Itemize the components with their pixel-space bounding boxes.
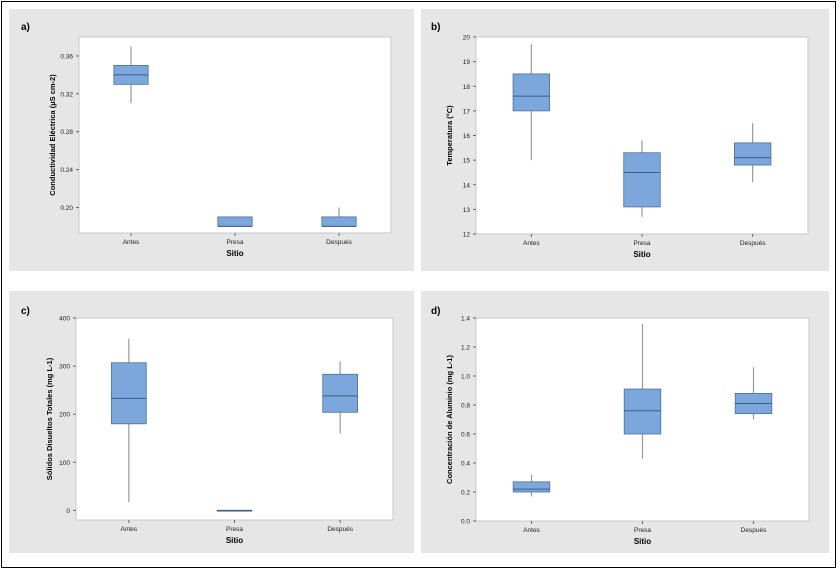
y-tick-label-b-2: 14 [463, 182, 471, 189]
x-tick-label-b-2: Después [740, 240, 766, 247]
box-c-2 [322, 361, 359, 434]
y-tick-label-b-8: 20 [463, 35, 471, 42]
chart-a: 0.20 0.24 0.28 0.32 0.36 Antes Presa Después Sit… [48, 36, 392, 258]
y-tick-label-c-4: 400 [59, 316, 70, 323]
y-tick-label-a-2: 0.28 [60, 129, 73, 136]
chart-c: 0 100 200 300 400 Antes Presa Después Sitio Sólid… [45, 316, 394, 545]
y-tick-label-b-1: 13 [463, 207, 471, 214]
x-tick-label-c-0: Antes [121, 526, 138, 533]
box-body-a-2 [321, 216, 357, 227]
y-tick-label-b-4: 16 [463, 133, 471, 140]
box-body-c-0 [110, 362, 147, 425]
x-tick-label-a-0: Antes [123, 239, 140, 246]
box-d-2 [734, 367, 773, 420]
panel-c: 0 100 200 300 400 Antes Presa Después Sitio Sólid… [9, 291, 414, 553]
box-d-1 [623, 323, 662, 459]
y-tick-label-d-6: 1.2 [461, 345, 470, 352]
box-body-b-0 [512, 73, 550, 112]
x-tick-label-a-2: Después [326, 239, 352, 246]
y-axis-title-c: Sólidos Disueltos Totales (mg L-1) [45, 357, 54, 480]
y-tick-label-b-7: 19 [463, 59, 471, 66]
x-tick-label-c-1: Presa [226, 526, 243, 533]
x-axis-title-c: Sitio [226, 536, 243, 545]
y-tick-label-d-7: 1.4 [461, 316, 470, 323]
x-tick-label-d-2: Después [741, 527, 767, 534]
panel-a: 0.20 0.24 0.28 0.32 0.36 Antes Presa Después Sit… [9, 9, 414, 271]
x-tick-label-c-2: Después [327, 526, 353, 533]
y-axis-title-d: Concentración de Aluminio (mg L-1) [445, 355, 454, 484]
panel-d-label: d) [431, 306, 441, 317]
y-tick-label-b-5: 17 [463, 108, 471, 115]
x-axis-title-d: Sitio [634, 537, 651, 546]
y-tick-label-a-4: 0.36 [60, 53, 73, 60]
box-c-1 [216, 509, 253, 512]
box-d-0 [512, 474, 551, 497]
y-tick-label-d-3: 0.6 [461, 432, 470, 439]
box-b-1 [623, 140, 661, 217]
box-a-1 [217, 216, 253, 227]
x-axis-title-b: Sitio [633, 250, 650, 259]
box-body-d-1 [623, 388, 662, 435]
y-tick-label-c-0: 0 [66, 508, 70, 515]
panel-b-label: b) [431, 22, 441, 33]
panel-b: 12 13 14 15 16 17 18 19 20 Antes Presa Después Sitio… [421, 9, 829, 271]
panel-a-label: a) [21, 22, 30, 33]
y-tick-label-c-1: 100 [59, 460, 70, 467]
y-tick-label-c-3: 300 [59, 364, 70, 371]
chart-b: 12 13 14 15 16 17 18 19 20 Antes Presa Después Sitio… [445, 35, 809, 259]
panel-c-label: c) [21, 306, 30, 317]
y-tick-label-c-2: 200 [59, 412, 70, 419]
x-tick-label-a-1: Presa [227, 239, 244, 246]
box-body-c-2 [322, 373, 359, 413]
y-tick-label-d-5: 1.0 [461, 374, 470, 381]
y-tick-label-d-2: 0.4 [461, 461, 470, 468]
y-tick-label-d-0: 0.0 [461, 519, 470, 526]
x-tick-label-b-1: Presa [634, 240, 651, 247]
chart-d: 0.0 0.2 0.4 0.6 0.8 1.0 1.2 1.4 Antes Presa Despué… [445, 316, 810, 546]
box-body-b-2 [734, 142, 772, 166]
y-axis-title-a: Conductividad Eléctrica (µS cm-2) [48, 74, 57, 196]
y-tick-label-a-0: 0.20 [60, 205, 73, 212]
box-body-b-1 [623, 152, 661, 208]
y-tick-label-d-1: 0.2 [461, 490, 470, 497]
y-axis-title-b: Temperatura (°C) [445, 105, 454, 166]
box-body-d-0 [512, 481, 551, 493]
box-c-0 [110, 338, 147, 503]
y-tick-label-a-3: 0.32 [60, 91, 73, 98]
y-tick-label-a-1: 0.24 [60, 167, 73, 174]
box-body-a-1 [217, 216, 253, 227]
box-a-2 [321, 207, 357, 227]
x-axis-title-a: Sitio [226, 249, 243, 258]
x-tick-label-d-0: Antes [523, 527, 540, 534]
box-b-2 [734, 123, 772, 183]
box-a-0 [113, 46, 149, 104]
box-b-0 [512, 44, 550, 161]
x-tick-label-d-1: Presa [634, 527, 651, 534]
panel-d: 0.0 0.2 0.4 0.6 0.8 1.0 1.2 1.4 Antes Presa Despué… [421, 291, 829, 553]
y-tick-label-b-0: 12 [463, 232, 471, 239]
y-tick-label-b-3: 15 [463, 158, 471, 165]
y-tick-label-b-6: 18 [463, 84, 471, 91]
y-tick-label-d-4: 0.8 [461, 403, 470, 410]
x-tick-label-b-0: Antes [523, 240, 540, 247]
